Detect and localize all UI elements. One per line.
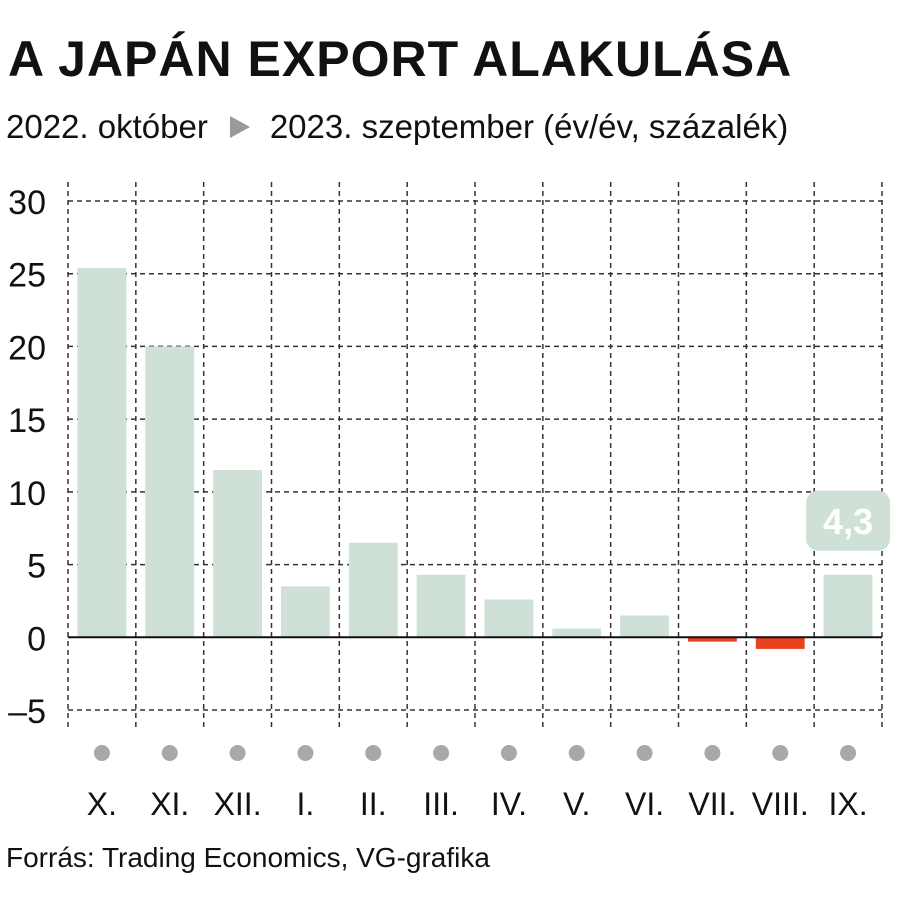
bar	[280, 586, 330, 638]
subtitle-start: 2022. október	[6, 108, 208, 145]
x-tick-label: V.	[563, 786, 590, 822]
bar	[348, 542, 398, 638]
highlight-value-label: 4,3	[823, 501, 873, 542]
bar	[77, 267, 127, 638]
bar	[484, 599, 534, 638]
source-note: Forrás: Trading Economics, VG-grafika	[6, 842, 490, 873]
x-tick-label: XI.	[150, 786, 189, 822]
bar	[687, 637, 737, 642]
x-tick-label: IX.	[829, 786, 868, 822]
y-tick-label: 25	[8, 257, 46, 295]
x-tick-label: X.	[87, 786, 117, 822]
bar	[823, 574, 873, 638]
category-marker-dot	[500, 745, 517, 761]
x-tick-label: VI.	[625, 786, 664, 822]
chart-subtitle: 2022. október 2023. szeptember (év/év, s…	[6, 108, 788, 146]
x-tick-label: VIII.	[752, 786, 809, 822]
y-tick-label: 0	[27, 620, 46, 658]
category-marker-dot	[93, 745, 110, 761]
bar	[552, 628, 602, 638]
y-tick-label: 20	[8, 329, 46, 367]
x-tick-label: I.	[297, 786, 315, 822]
category-marker-dot	[704, 745, 721, 761]
category-marker-dot	[840, 745, 857, 761]
bar	[620, 615, 670, 638]
category-marker-dot	[161, 745, 178, 761]
y-tick-label: 15	[8, 402, 46, 440]
y-tick-label: 10	[8, 475, 46, 513]
play-arrow-icon	[229, 116, 250, 138]
y-tick-label: 5	[27, 548, 46, 586]
category-marker-dot	[433, 745, 450, 761]
x-tick-label: VII.	[688, 786, 736, 822]
x-tick-label: III.	[423, 786, 459, 822]
bar	[416, 574, 466, 638]
chart-title: A JAPÁN EXPORT ALAKULÁSA	[8, 31, 793, 87]
bar	[755, 637, 805, 649]
subtitle-end: 2023. szeptember (év/év, százalék)	[269, 108, 789, 145]
x-tick-label: XII.	[214, 786, 262, 822]
bar	[145, 346, 195, 638]
category-marker-dot	[636, 745, 653, 761]
y-tick-label: 30	[8, 184, 46, 222]
category-marker-dot	[772, 745, 789, 761]
category-marker-dot	[568, 745, 585, 761]
highlight-label-box	[806, 490, 891, 551]
category-marker-dot	[297, 745, 314, 761]
category-marker-dot	[229, 745, 246, 761]
category-marker-dot	[365, 745, 382, 761]
y-tick-label: –5	[8, 693, 46, 731]
bar	[213, 470, 263, 638]
x-tick-label: IV.	[491, 786, 527, 822]
x-tick-label: II.	[360, 786, 387, 822]
